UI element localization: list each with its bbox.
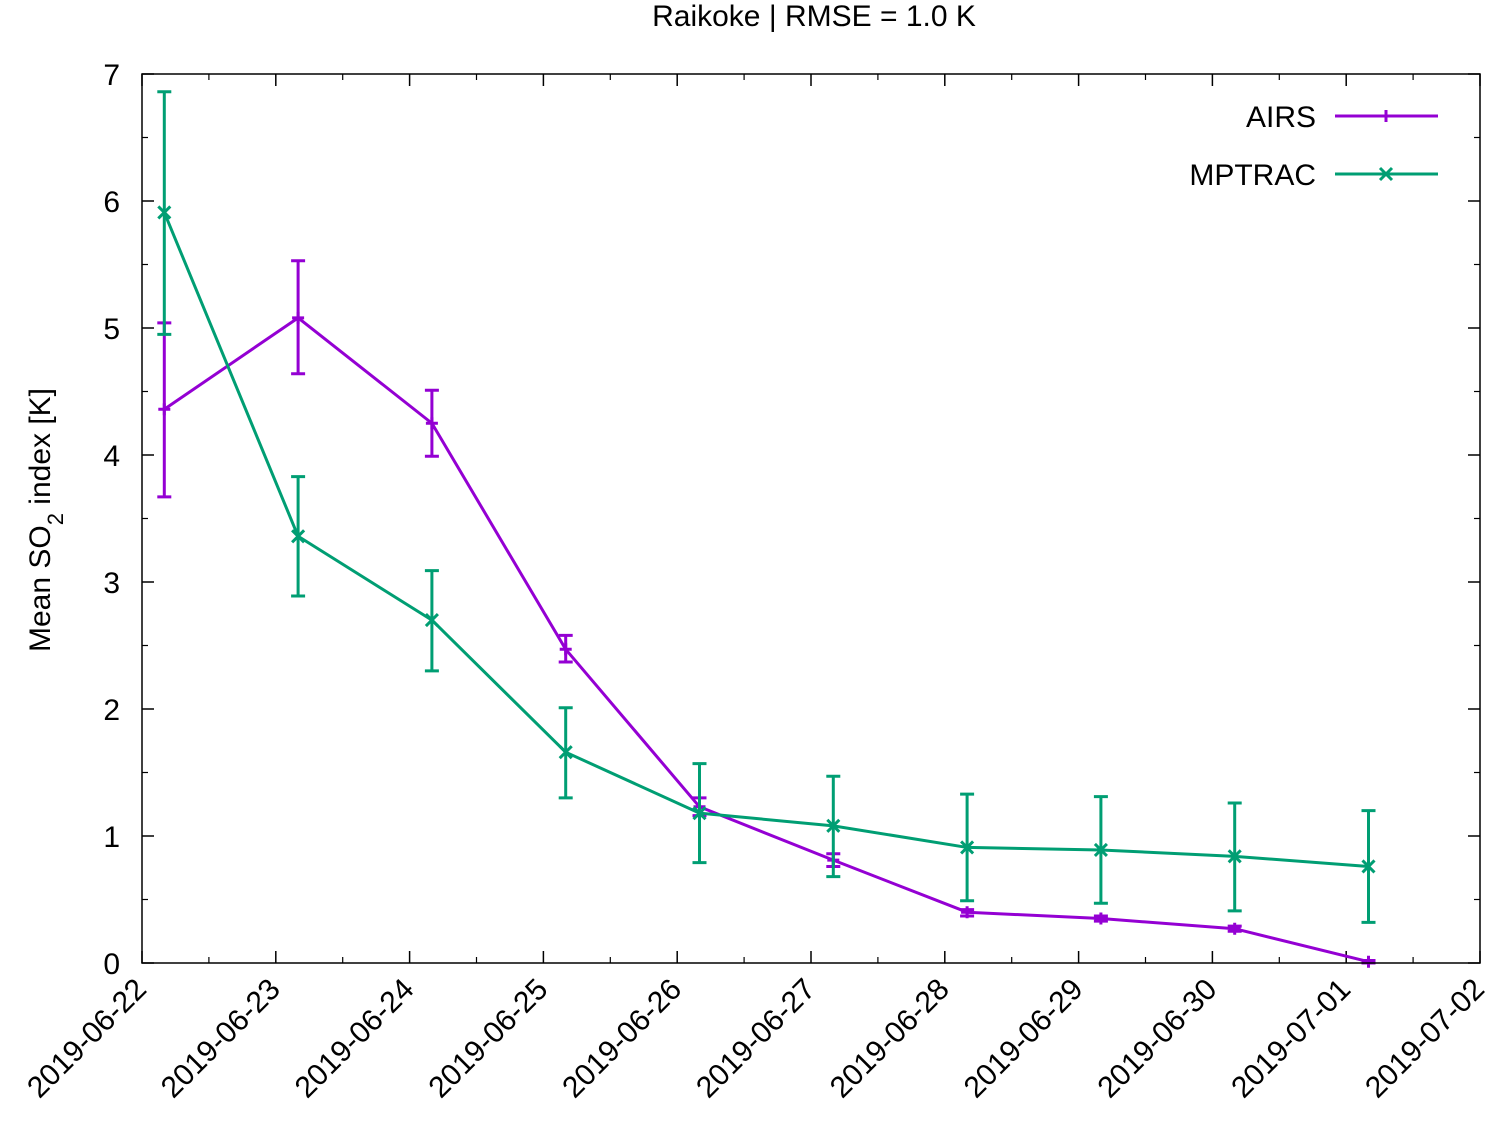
data-point-mptrac [558,745,573,760]
x-tick-label: 2019-07-01 [1225,973,1357,1105]
data-point-mptrac [424,613,439,628]
y-tick-label: 7 [103,59,120,92]
y-tick-label: 3 [103,567,120,600]
y-tick-label: 1 [103,821,120,854]
y-tick-label: 0 [103,948,120,981]
data-point-mptrac [157,205,172,220]
x-tick-label: 2019-06-23 [155,973,287,1105]
legend: AIRS MPTRAC [1189,101,1438,192]
x-tick-label: 2019-06-28 [824,973,956,1105]
data-point-airs [559,643,572,656]
y-tick-label: 6 [103,186,120,219]
data-point-airs [1362,955,1375,968]
data-point-airs [292,311,305,324]
series-line-mptrac [162,211,1369,868]
x-tick-label: 2019-06-25 [422,973,554,1105]
y-tick-label: 4 [103,440,120,473]
plot-frame [141,73,1481,964]
legend-label: AIRS [1246,101,1316,134]
x-tick-label: 2019-06-29 [958,973,1090,1105]
data-point-mptrac [1227,849,1242,864]
series-line-airs [163,316,1369,964]
x-tick-label: 2019-06-27 [690,973,822,1105]
legend-label: MPTRAC [1189,159,1316,192]
data-series [157,90,1376,968]
x-tick-label: 2019-06-30 [1091,973,1223,1105]
data-point-airs [158,403,171,416]
data-point-mptrac [826,818,841,833]
x-tick-label: 2019-06-26 [556,973,688,1105]
svg-text:Mean SO2 index [K]: Mean SO2 index [K] [24,388,68,652]
series-airs [157,259,1376,968]
y-axis-label: Mean SO2 index [K] [24,388,68,652]
y-tick-label: 2 [103,694,120,727]
y-tick-label: 5 [103,313,120,346]
x-tick-label: 2019-07-02 [1359,973,1487,1105]
legend-marker [1380,110,1392,122]
legend-marker [1378,166,1394,182]
chart-title: Raikoke | RMSE = 1.0 K [652,0,976,33]
data-point-mptrac [960,840,975,855]
series-mptrac [157,90,1376,924]
x-tick-label: 2019-06-24 [289,973,421,1105]
data-point-mptrac [1093,842,1108,858]
data-point-airs [425,417,438,430]
data-point-mptrac [291,529,306,544]
data-point-mptrac [692,806,707,821]
data-point-airs [1094,912,1107,925]
data-point-mptrac [1361,859,1376,874]
data-point-airs [1228,922,1241,935]
x-tick-label: 2019-06-22 [21,973,153,1105]
data-point-airs [961,906,974,919]
